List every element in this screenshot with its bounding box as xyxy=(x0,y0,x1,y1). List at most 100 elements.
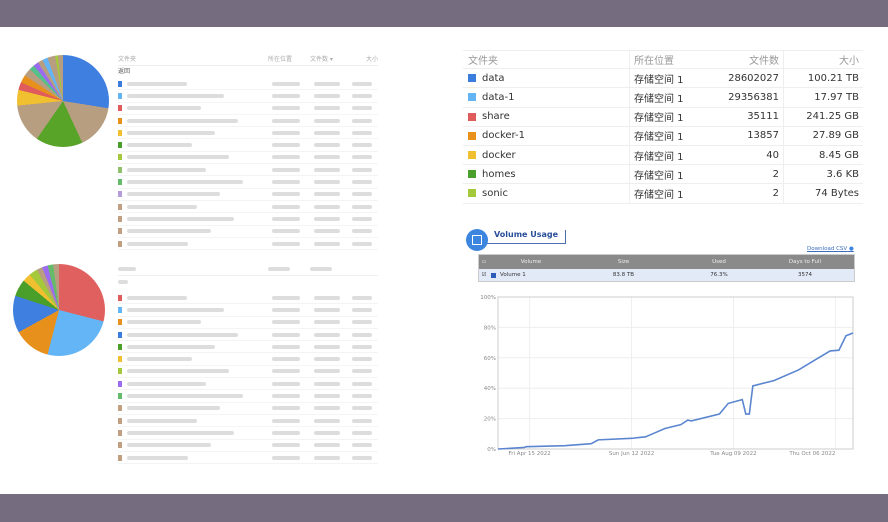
file-count: 2 xyxy=(772,168,779,180)
folder-location: 存储空间 1 xyxy=(629,165,709,184)
folder-color-swatch xyxy=(468,131,476,140)
list-item[interactable] xyxy=(118,292,378,305)
y-tick-label: 20% xyxy=(484,417,496,423)
list-item[interactable] xyxy=(118,415,378,428)
folder-location: 存储空间 1 xyxy=(629,126,709,145)
folder-color-swatch xyxy=(118,166,122,173)
table-row[interactable]: sonic 存储空间 1 2 74 Bytes xyxy=(463,184,863,204)
list-item[interactable] xyxy=(118,238,378,251)
table-row[interactable]: docker-1 存储空间 1 13857 27.89 GB xyxy=(463,126,863,146)
col-count[interactable]: 文件数 ▾ xyxy=(310,56,333,63)
y-tick-label: 0% xyxy=(487,447,496,453)
list-item[interactable] xyxy=(118,213,378,226)
list-item[interactable] xyxy=(118,176,378,189)
chart-icon xyxy=(466,229,488,251)
list-item[interactable] xyxy=(118,390,378,403)
col-count[interactable]: 文件数 xyxy=(749,56,779,68)
list-item[interactable] xyxy=(118,115,378,128)
folder-color-swatch xyxy=(118,331,122,338)
y-tick-label: 60% xyxy=(484,356,496,362)
list-item[interactable] xyxy=(118,226,378,238)
folder-pie-chart-2 xyxy=(13,264,105,356)
volume-usage-title: Volume Usage xyxy=(480,230,566,244)
list-item[interactable] xyxy=(118,78,378,91)
folder-color-swatch xyxy=(468,170,476,179)
folder-name: data-1 xyxy=(482,91,515,103)
list-item[interactable] xyxy=(118,103,378,115)
folder-color-swatch xyxy=(118,92,122,99)
table-row[interactable]: data-1 存储空间 1 29356381 17.97 TB xyxy=(463,88,863,108)
x-tick-label: Fri Apr 15 2022 xyxy=(508,451,550,457)
list-item[interactable] xyxy=(118,440,378,452)
col-size[interactable]: 大小 xyxy=(365,56,378,63)
row-checkbox[interactable]: ☑ xyxy=(481,272,487,278)
folder-size: 17.97 TB xyxy=(783,88,863,107)
list-item[interactable] xyxy=(118,164,378,177)
list-item[interactable] xyxy=(118,366,378,379)
folder-color-swatch xyxy=(468,151,476,160)
download-csv-link[interactable]: Download CSV ● xyxy=(807,246,854,252)
file-count: 40 xyxy=(766,149,779,161)
table-row[interactable]: homes 存储空间 1 2 3.6 KB xyxy=(463,165,863,185)
table-row[interactable]: docker 存储空间 1 40 8.45 GB xyxy=(463,145,863,166)
list-item[interactable] xyxy=(118,189,378,201)
folder-color-swatch xyxy=(118,80,122,87)
table-row[interactable]: data 存储空间 1 28602027 100.21 TB xyxy=(463,69,863,89)
plot-area xyxy=(497,296,854,450)
col-folder[interactable]: 文件夹 xyxy=(118,56,137,63)
folder-table-blurred: 文件夹 所在位置 文件数 ▾ 大小 返回 xyxy=(118,52,378,251)
list-item[interactable] xyxy=(118,127,378,140)
x-tick-label: Sun Jun 12 2022 xyxy=(609,451,654,457)
list-item[interactable] xyxy=(118,329,378,342)
col-size[interactable]: 大小 xyxy=(783,51,863,69)
list-item[interactable] xyxy=(118,353,378,366)
volume-usage-chart: 0% 20% 40% 60% 80% 100% Fri Apr 15 2022 Sun Jun… xyxy=(480,295,854,457)
x-tick-label: Tue Aug 09 2022 xyxy=(709,451,756,457)
list-item[interactable] xyxy=(118,317,378,329)
file-count: 29356381 xyxy=(728,91,779,103)
folder-color-swatch xyxy=(118,191,122,198)
col-location[interactable]: 所在位置 xyxy=(629,51,709,69)
volume-size: 83.8 TB xyxy=(612,272,635,278)
folder-color-swatch xyxy=(118,442,122,449)
folder-name: homes xyxy=(482,168,516,180)
list-item[interactable] xyxy=(118,90,378,103)
file-count: 35111 xyxy=(747,111,779,123)
list-item[interactable] xyxy=(118,341,378,354)
select-all-checkbox[interactable]: ▫ xyxy=(482,259,486,265)
col-location[interactable]: 所在位置 xyxy=(268,56,293,63)
folder-color-swatch xyxy=(118,343,122,350)
folder-color-swatch xyxy=(118,215,122,222)
folder-name: share xyxy=(482,111,510,123)
folder-color-swatch xyxy=(468,93,476,102)
folder-color-swatch xyxy=(468,112,476,121)
table-row[interactable]: ☑ Volume 1 83.8 TB 76.3% 3574 xyxy=(479,269,854,281)
folder-name: docker xyxy=(482,149,516,161)
folder-size: 3.6 KB xyxy=(783,165,863,184)
list-item[interactable] xyxy=(118,452,378,465)
list-item[interactable] xyxy=(118,139,378,152)
folder-color-swatch xyxy=(118,129,122,136)
col-folder[interactable]: 文件夹 xyxy=(468,56,498,68)
folder-table: 文件夹 所在位置 文件数 大小 data 存储空间 1 28602027 100.21 TB… xyxy=(463,50,863,204)
list-item[interactable] xyxy=(118,427,378,440)
y-tick-label: 100% xyxy=(480,295,496,301)
list-item[interactable] xyxy=(118,304,378,317)
usage-line xyxy=(497,332,854,450)
folder-color-swatch xyxy=(118,429,122,436)
col-days: Days to Full xyxy=(788,259,822,265)
list-item[interactable] xyxy=(118,201,378,214)
table-row[interactable]: share 存储空间 1 35111 241.25 GB xyxy=(463,107,863,127)
list-item[interactable] xyxy=(118,152,378,165)
volume-used: 76.3% xyxy=(710,272,728,278)
list-item[interactable] xyxy=(118,403,378,415)
folder-location: 存储空间 1 xyxy=(629,88,709,107)
list-item[interactable] xyxy=(118,378,378,391)
y-tick-label: 80% xyxy=(484,325,496,331)
folder-name: data xyxy=(482,72,505,84)
folder-location: 存储空间 1 xyxy=(629,145,709,165)
folder-color-swatch xyxy=(118,203,122,210)
folder-color-swatch xyxy=(468,189,476,198)
back-link[interactable]: 返回 xyxy=(118,68,131,75)
folder-size: 8.45 GB xyxy=(783,145,863,165)
